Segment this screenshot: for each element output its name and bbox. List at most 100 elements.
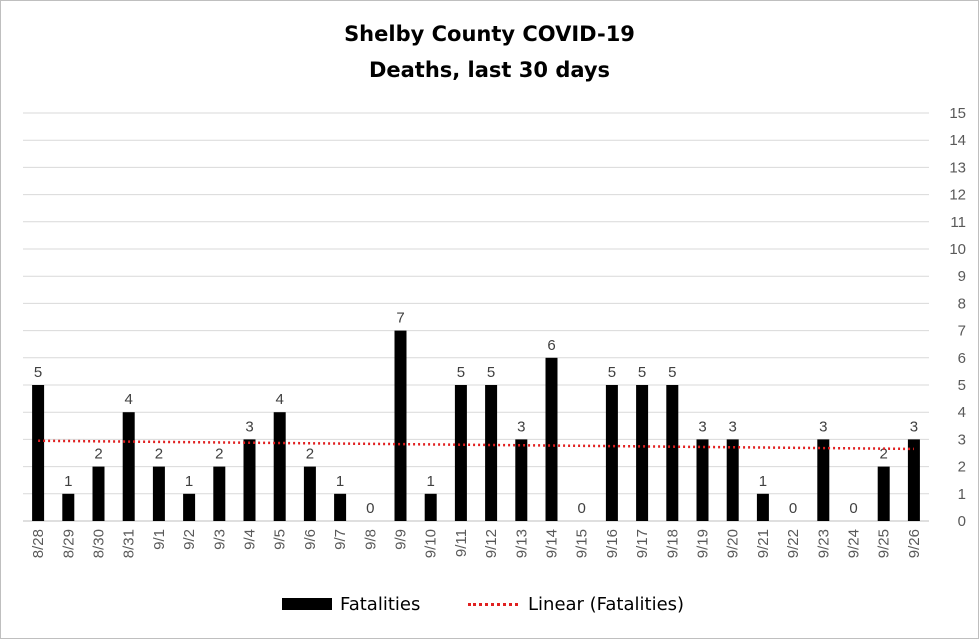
data-label: 1	[427, 473, 435, 490]
data-label: 2	[215, 446, 223, 463]
bar	[545, 357, 558, 521]
y-tick-label: 4	[958, 404, 966, 421]
y-tick-label: 1	[958, 486, 966, 503]
x-tick-label: 9/15	[574, 529, 591, 558]
bar	[907, 439, 920, 521]
x-tick-label: 9/19	[695, 529, 712, 558]
x-tick-label: 9/2	[181, 529, 198, 550]
chart-subtitle: Deaths, last 30 days	[368, 58, 611, 82]
bar	[92, 466, 105, 521]
bar	[485, 385, 498, 521]
bar	[122, 412, 135, 521]
x-tick-label: 9/26	[906, 529, 923, 558]
y-tick-label: 13	[949, 159, 966, 176]
x-tick-label: 9/23	[815, 529, 832, 558]
bar	[605, 385, 618, 521]
legend-fatalities-label: Fatalities	[340, 593, 421, 615]
data-label: 3	[698, 418, 706, 435]
data-label: 4	[276, 391, 284, 408]
data-label: 3	[729, 418, 737, 435]
bar	[213, 466, 226, 521]
y-tick-label: 10	[949, 241, 966, 258]
x-tick-label: 8/29	[60, 529, 77, 558]
data-label: 5	[608, 364, 616, 381]
bar	[334, 493, 347, 521]
data-label: 3	[910, 418, 918, 435]
y-tick-label: 2	[958, 459, 966, 476]
bar	[666, 385, 679, 521]
data-label: 5	[34, 364, 42, 381]
data-label: 3	[517, 418, 525, 435]
y-tick-label: 8	[958, 295, 966, 312]
legend-trendline: Linear (Fatalities)	[468, 590, 684, 618]
y-tick-label: 3	[958, 431, 966, 448]
data-label: 2	[880, 446, 888, 463]
x-tick-label: 9/22	[785, 529, 802, 558]
y-tick-label: 12	[949, 187, 966, 204]
y-tick-label: 6	[958, 350, 966, 367]
y-tick-label: 7	[958, 323, 966, 340]
x-tick-label: 9/13	[513, 529, 530, 558]
bar	[756, 493, 769, 521]
data-label: 2	[306, 446, 314, 463]
data-label: 0	[849, 500, 857, 517]
legend-trendline-label: Linear (Fatalities)	[528, 593, 685, 615]
data-label: 1	[185, 473, 193, 490]
x-tick-label: 9/21	[755, 529, 772, 558]
data-label: 4	[125, 391, 133, 408]
bar	[696, 439, 709, 521]
y-tick-label: 5	[958, 377, 966, 394]
x-tick-label: 9/6	[302, 529, 319, 550]
x-tick-label: 9/7	[332, 529, 349, 550]
data-label: 5	[638, 364, 646, 381]
bar	[152, 466, 165, 521]
trendline	[38, 439, 914, 451]
data-label: 6	[547, 337, 555, 354]
data-label: 0	[578, 500, 586, 517]
y-tick-label: 14	[949, 132, 966, 149]
bar	[515, 439, 528, 521]
data-label: 5	[668, 364, 676, 381]
bar	[394, 330, 407, 521]
data-label: 1	[759, 473, 767, 490]
bar	[424, 493, 437, 521]
x-tick-label: 9/9	[393, 529, 410, 550]
x-tick-label: 9/1	[151, 529, 168, 550]
bar	[273, 412, 286, 521]
bar	[877, 466, 890, 521]
legend-bar-swatch	[282, 598, 332, 610]
bar	[726, 439, 739, 521]
x-tick-label: 9/11	[453, 529, 470, 557]
x-tick-label: 9/16	[604, 529, 621, 558]
data-label: 0	[366, 500, 374, 517]
x-tick-label: 9/5	[272, 529, 289, 550]
x-tick-label: 9/12	[483, 529, 500, 558]
data-label: 5	[457, 364, 465, 381]
bar	[636, 385, 649, 521]
y-tick-label: 0	[958, 513, 966, 530]
x-tick-label: 9/25	[876, 529, 893, 558]
x-tick-label: 9/8	[362, 529, 379, 550]
x-tick-label: 9/10	[423, 529, 440, 558]
x-tick-label: 8/28	[30, 529, 47, 558]
legend-fatalities: Fatalities	[282, 590, 420, 618]
bar	[32, 385, 45, 521]
data-label: 2	[155, 446, 163, 463]
data-label: 1	[336, 473, 344, 490]
legend-trendline-swatch	[468, 602, 518, 606]
data-label: 5	[487, 364, 495, 381]
x-tick-label: 9/3	[211, 529, 228, 550]
y-tick-label: 11	[950, 214, 966, 231]
y-tick-label: 15	[949, 105, 966, 122]
data-label: 3	[819, 418, 827, 435]
data-label: 2	[94, 446, 102, 463]
x-tick-label: 8/31	[121, 529, 138, 558]
bar	[454, 385, 467, 521]
x-tick-label: 9/18	[664, 529, 681, 558]
x-tick-label: 8/30	[91, 529, 108, 558]
data-label: 3	[245, 418, 253, 435]
x-tick-label: 9/17	[634, 529, 651, 558]
data-label: 7	[396, 310, 404, 327]
x-tick-label: 9/24	[846, 529, 863, 558]
